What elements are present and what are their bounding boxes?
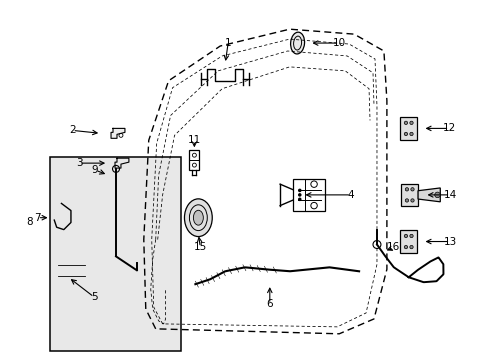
Text: 2: 2 bbox=[69, 125, 76, 135]
Text: 16: 16 bbox=[386, 243, 400, 252]
Ellipse shape bbox=[290, 32, 304, 54]
Circle shape bbox=[410, 199, 413, 202]
Circle shape bbox=[409, 234, 412, 238]
Text: 14: 14 bbox=[443, 190, 456, 200]
Ellipse shape bbox=[184, 199, 212, 237]
Circle shape bbox=[61, 287, 65, 291]
Circle shape bbox=[405, 199, 408, 202]
Ellipse shape bbox=[193, 210, 203, 225]
Text: 9: 9 bbox=[92, 165, 98, 175]
Circle shape bbox=[404, 132, 407, 136]
Circle shape bbox=[405, 188, 408, 191]
Circle shape bbox=[404, 246, 407, 249]
Text: 3: 3 bbox=[76, 158, 82, 168]
Text: 12: 12 bbox=[442, 123, 455, 134]
Polygon shape bbox=[115, 158, 129, 168]
Circle shape bbox=[404, 234, 407, 238]
Text: 4: 4 bbox=[347, 190, 354, 200]
Text: 7: 7 bbox=[34, 213, 41, 223]
Circle shape bbox=[404, 121, 407, 125]
Text: 13: 13 bbox=[443, 237, 456, 247]
Polygon shape bbox=[400, 117, 416, 140]
Circle shape bbox=[409, 246, 412, 249]
Circle shape bbox=[409, 121, 412, 125]
FancyBboxPatch shape bbox=[49, 157, 181, 351]
Circle shape bbox=[409, 132, 412, 136]
Text: 6: 6 bbox=[266, 299, 273, 309]
Text: 10: 10 bbox=[332, 38, 345, 48]
Circle shape bbox=[84, 280, 89, 284]
Text: 11: 11 bbox=[187, 135, 201, 145]
Circle shape bbox=[434, 192, 439, 198]
Polygon shape bbox=[111, 129, 124, 138]
Text: 1: 1 bbox=[224, 38, 231, 48]
Polygon shape bbox=[401, 184, 417, 206]
Polygon shape bbox=[52, 249, 91, 293]
Circle shape bbox=[297, 193, 301, 197]
Polygon shape bbox=[400, 230, 416, 253]
Circle shape bbox=[56, 252, 61, 256]
Text: 15: 15 bbox=[193, 243, 206, 252]
Circle shape bbox=[410, 188, 413, 191]
Text: 8: 8 bbox=[26, 217, 33, 227]
Text: 5: 5 bbox=[91, 292, 97, 302]
Polygon shape bbox=[417, 188, 439, 202]
Circle shape bbox=[297, 189, 301, 192]
Circle shape bbox=[84, 252, 89, 256]
Circle shape bbox=[297, 198, 301, 201]
